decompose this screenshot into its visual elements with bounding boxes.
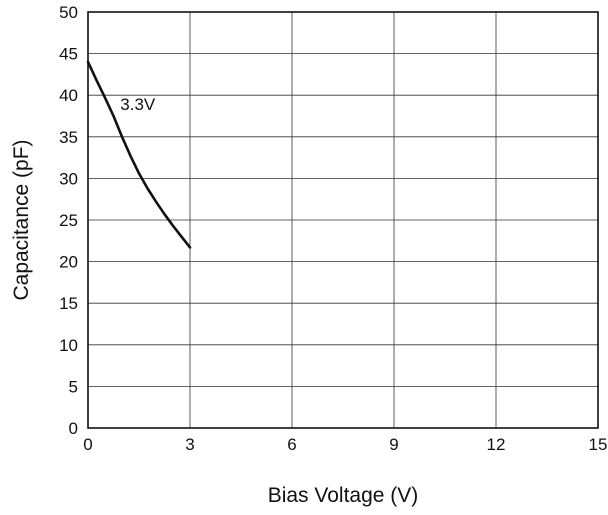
x-axis-title: Bias Voltage (V) (268, 484, 419, 507)
series-layer (86, 60, 192, 249)
y-tick-label: 10 (59, 336, 78, 355)
x-tick-label: 15 (589, 435, 608, 454)
y-axis-title: Capacitance (pF) (10, 139, 33, 300)
y-tick-label: 50 (59, 3, 78, 22)
y-tick-label: 35 (59, 128, 78, 147)
grid (87, 11, 599, 429)
y-tick-label: 25 (59, 211, 78, 230)
x-tick-label: 3 (185, 435, 194, 454)
series-line (86, 60, 192, 249)
series-annotation-label: 3.3V (120, 95, 156, 114)
x-tick-label: 6 (287, 435, 296, 454)
x-tick-label: 9 (389, 435, 398, 454)
y-tick-label: 45 (59, 45, 78, 64)
x-tick-label: 0 (83, 435, 92, 454)
annotations: 3.3V (120, 95, 156, 114)
y-tick-label: 0 (69, 419, 78, 438)
y-tick-label: 40 (59, 86, 78, 105)
y-tick-label: 15 (59, 294, 78, 313)
x-tick-labels: 0 3 6 9 12 15 (83, 435, 607, 454)
y-tick-labels: 0 5 10 15 20 25 30 35 40 45 50 (59, 3, 78, 438)
plot-frame (87, 11, 599, 429)
y-tick-label: 5 (69, 377, 78, 396)
y-tick-label: 20 (59, 253, 78, 272)
x-tick-label: 12 (487, 435, 506, 454)
y-tick-label: 30 (59, 169, 78, 188)
